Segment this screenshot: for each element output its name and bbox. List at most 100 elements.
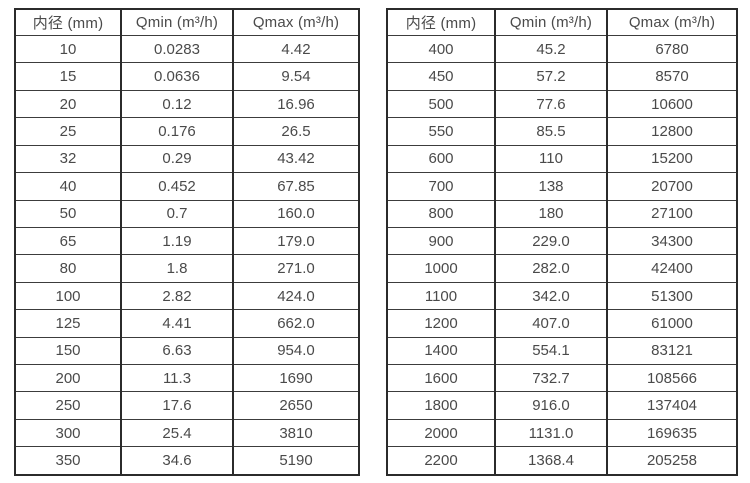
diameter-cell: 500: [386, 89, 496, 119]
diameter-cell: 700: [386, 172, 496, 201]
diameter-cell: 250: [14, 391, 122, 420]
qmax-cell: 26.5: [232, 117, 360, 146]
qmin-cell: 138: [494, 172, 608, 201]
table-row: 25 0.176 26.5: [14, 117, 360, 146]
qmin-cell: 0.12: [120, 89, 234, 119]
diameter-cell: 15: [14, 62, 122, 91]
qmin-cell: 554.1: [494, 336, 608, 366]
qmax-cell: 4.42: [232, 34, 360, 64]
diameter-cell: 300: [14, 418, 122, 448]
qmax-cell: 179.0: [232, 226, 360, 256]
table-row: 800 180 27100: [386, 199, 738, 228]
diameter-cell: 150: [14, 336, 122, 366]
diameter-header-cell: 内径 (mm): [14, 8, 122, 36]
qmin-cell: 57.2: [494, 62, 608, 91]
qmin-cell: 916.0: [494, 391, 608, 420]
qmin-cell: 0.0283: [120, 34, 234, 64]
qmin-cell: 45.2: [494, 34, 608, 64]
flow-table-small-diameters: 内径 (mm) Qmin (m³/h) Qmax (m³/h) 10 0.0283 4.4…: [14, 8, 360, 476]
qmin-cell: 110: [494, 144, 608, 174]
diameter-cell: 1400: [386, 336, 496, 366]
diameter-cell: 32: [14, 144, 122, 174]
table-row: 550 85.5 12800: [386, 117, 738, 146]
qmin-cell: 17.6: [120, 391, 234, 420]
qmin-cell: 407.0: [494, 309, 608, 338]
flow-table-large-diameters: 内径 (mm) Qmin (m³/h) Qmax (m³/h) 400 45.2 6780…: [386, 8, 738, 476]
qmin-cell: 6.63: [120, 336, 234, 366]
qmin-cell: 342.0: [494, 281, 608, 311]
diameter-cell: 20: [14, 89, 122, 119]
header-row: 内径 (mm) Qmin (m³/h) Qmax (m³/h): [386, 8, 738, 36]
diameter-cell: 2000: [386, 418, 496, 448]
diameter-cell: 550: [386, 117, 496, 146]
table-row: 10 0.0283 4.42: [14, 34, 360, 64]
table-row: 65 1.19 179.0: [14, 226, 360, 256]
diameter-cell: 25: [14, 117, 122, 146]
table-row: 125 4.41 662.0: [14, 309, 360, 338]
qmax-cell: 2650: [232, 391, 360, 420]
qmax-cell: 160.0: [232, 199, 360, 228]
qmin-cell: 1131.0: [494, 418, 608, 448]
qmin-cell: 0.29: [120, 144, 234, 174]
qmin-cell: 85.5: [494, 117, 608, 146]
qmax-cell: 424.0: [232, 281, 360, 311]
table-row: 700 138 20700: [386, 172, 738, 201]
table-row: 350 34.6 5190: [14, 446, 360, 476]
diameter-cell: 600: [386, 144, 496, 174]
table-row: 2200 1368.4 205258: [386, 446, 738, 476]
table-row: 20 0.12 16.96: [14, 89, 360, 119]
qmin-cell: 282.0: [494, 254, 608, 283]
table-row: 32 0.29 43.42: [14, 144, 360, 174]
qmax-cell: 9.54: [232, 62, 360, 91]
qmax-cell: 3810: [232, 418, 360, 448]
table-row: 80 1.8 271.0: [14, 254, 360, 283]
qmin-cell: 11.3: [120, 364, 234, 393]
qmax-header-cell: Qmax (m³/h): [606, 8, 738, 36]
qmax-cell: 12800: [606, 117, 738, 146]
qmax-cell: 271.0: [232, 254, 360, 283]
diameter-cell: 125: [14, 309, 122, 338]
qmin-cell: 229.0: [494, 226, 608, 256]
qmax-cell: 61000: [606, 309, 738, 338]
table-row: 500 77.6 10600: [386, 89, 738, 119]
qmin-cell: 0.0636: [120, 62, 234, 91]
diameter-cell: 50: [14, 199, 122, 228]
diameter-header-cell: 内径 (mm): [386, 8, 496, 36]
qmin-header-cell: Qmin (m³/h): [494, 8, 608, 36]
table-row: 15 0.0636 9.54: [14, 62, 360, 91]
diameter-cell: 1800: [386, 391, 496, 420]
qmax-cell: 137404: [606, 391, 738, 420]
qmax-cell: 954.0: [232, 336, 360, 366]
qmax-cell: 51300: [606, 281, 738, 311]
qmax-cell: 108566: [606, 364, 738, 393]
qmax-cell: 15200: [606, 144, 738, 174]
table-row: 1200 407.0 61000: [386, 309, 738, 338]
table-row: 1600 732.7 108566: [386, 364, 738, 393]
table-row: 1400 554.1 83121: [386, 336, 738, 366]
table-row: 250 17.6 2650: [14, 391, 360, 420]
qmax-cell: 43.42: [232, 144, 360, 174]
qmax-cell: 34300: [606, 226, 738, 256]
diameter-cell: 1600: [386, 364, 496, 393]
diameter-cell: 1000: [386, 254, 496, 283]
table-row: 1000 282.0 42400: [386, 254, 738, 283]
qmax-cell: 16.96: [232, 89, 360, 119]
table-row: 1100 342.0 51300: [386, 281, 738, 311]
diameter-cell: 40: [14, 172, 122, 201]
qmin-cell: 1.8: [120, 254, 234, 283]
diameter-cell: 65: [14, 226, 122, 256]
qmax-cell: 205258: [606, 446, 738, 476]
diameter-cell: 2200: [386, 446, 496, 476]
qmin-cell: 0.7: [120, 199, 234, 228]
qmin-cell: 0.176: [120, 117, 234, 146]
qmin-cell: 180: [494, 199, 608, 228]
qmax-cell: 10600: [606, 89, 738, 119]
qmin-cell: 77.6: [494, 89, 608, 119]
qmax-cell: 83121: [606, 336, 738, 366]
table-row: 300 25.4 3810: [14, 418, 360, 448]
table-row: 150 6.63 954.0: [14, 336, 360, 366]
table-row: 40 0.452 67.85: [14, 172, 360, 201]
table-row: 2000 1131.0 169635: [386, 418, 738, 448]
qmax-cell: 662.0: [232, 309, 360, 338]
